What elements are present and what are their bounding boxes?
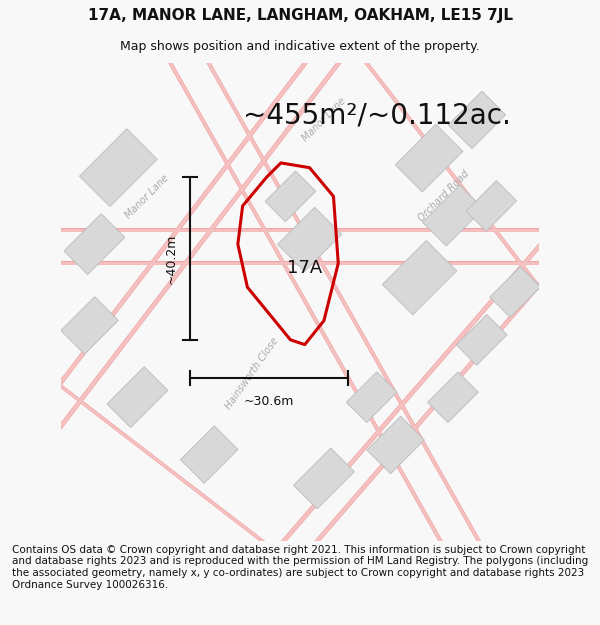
Polygon shape bbox=[428, 372, 478, 423]
Polygon shape bbox=[107, 367, 168, 428]
Text: ~30.6m: ~30.6m bbox=[244, 395, 294, 408]
Polygon shape bbox=[422, 185, 484, 246]
Polygon shape bbox=[293, 448, 355, 509]
Polygon shape bbox=[466, 181, 517, 231]
Polygon shape bbox=[61, 297, 118, 354]
Polygon shape bbox=[490, 267, 541, 318]
Polygon shape bbox=[382, 241, 457, 315]
Polygon shape bbox=[265, 171, 316, 222]
Polygon shape bbox=[79, 129, 157, 207]
Polygon shape bbox=[395, 124, 463, 192]
Text: Contains OS data © Crown copyright and database right 2021. This information is : Contains OS data © Crown copyright and d… bbox=[12, 545, 588, 589]
Text: Hainsworth Close: Hainsworth Close bbox=[224, 336, 281, 411]
Polygon shape bbox=[181, 426, 238, 483]
Polygon shape bbox=[277, 208, 341, 271]
Text: Manor Lane: Manor Lane bbox=[123, 173, 171, 220]
Polygon shape bbox=[448, 91, 506, 149]
Text: Orchard Road: Orchard Road bbox=[416, 169, 471, 224]
Text: 17A, MANOR LANE, LANGHAM, OAKHAM, LE15 7JL: 17A, MANOR LANE, LANGHAM, OAKHAM, LE15 7… bbox=[88, 8, 512, 23]
Polygon shape bbox=[64, 214, 125, 274]
Text: 17A: 17A bbox=[287, 259, 322, 277]
Text: ~40.2m: ~40.2m bbox=[165, 233, 178, 284]
Text: ~455m²/~0.112ac.: ~455m²/~0.112ac. bbox=[242, 101, 511, 129]
Polygon shape bbox=[367, 416, 424, 474]
Polygon shape bbox=[457, 314, 507, 365]
Text: Map shows position and indicative extent of the property.: Map shows position and indicative extent… bbox=[120, 41, 480, 53]
Polygon shape bbox=[346, 372, 397, 423]
Text: Manor Lane: Manor Lane bbox=[300, 96, 347, 144]
